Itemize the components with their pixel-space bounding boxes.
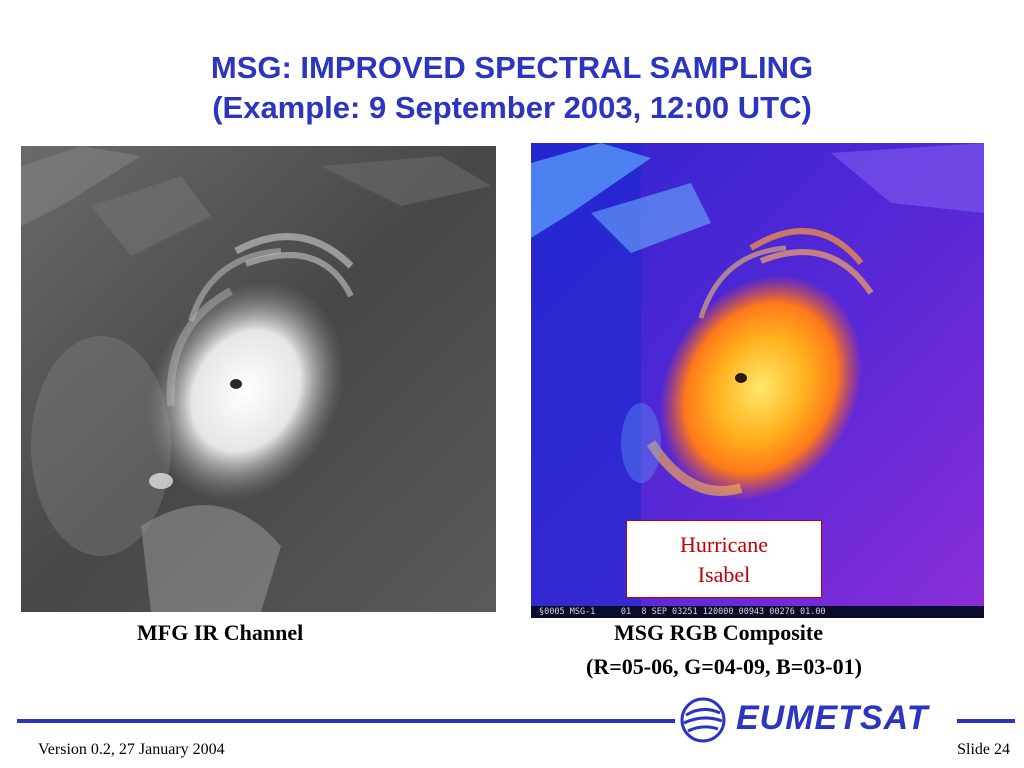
hurricane-label: Hurricane Isabel <box>626 520 822 598</box>
eumetsat-globe-icon <box>680 697 726 743</box>
footer-rule-right <box>957 719 1015 723</box>
title-line-2: (Example: 9 September 2003, 12:00 UTC) <box>212 90 812 125</box>
right-caption-line-1: MSG RGB Composite <box>614 620 823 645</box>
footer-rule-left <box>17 719 675 723</box>
eumetsat-logo: EUMETSAT <box>680 697 956 743</box>
eumetsat-logo-text: EUMETSAT <box>736 699 929 737</box>
slide-title: MSG: IMPROVED SPECTRAL SAMPLING (Example… <box>0 48 1024 128</box>
hurricane-label-line-1: Hurricane <box>680 532 768 557</box>
footer-version: Version 0.2, 27 January 2004 <box>38 741 225 758</box>
mfg-ir-image <box>21 146 496 612</box>
left-caption: MFG IR Channel <box>137 620 304 645</box>
image-metadata-strip: §0005 MSG-1 01 8 SEP 03251 120000 00943 … <box>531 606 984 618</box>
title-line-1: MSG: IMPROVED SPECTRAL SAMPLING <box>210 50 814 85</box>
hurricane-label-line-2: Isabel <box>697 562 751 587</box>
slide-number: Slide 24 <box>957 741 1010 758</box>
right-caption-line-2: (R=05-06, G=04-09, B=03-01) <box>586 654 862 679</box>
